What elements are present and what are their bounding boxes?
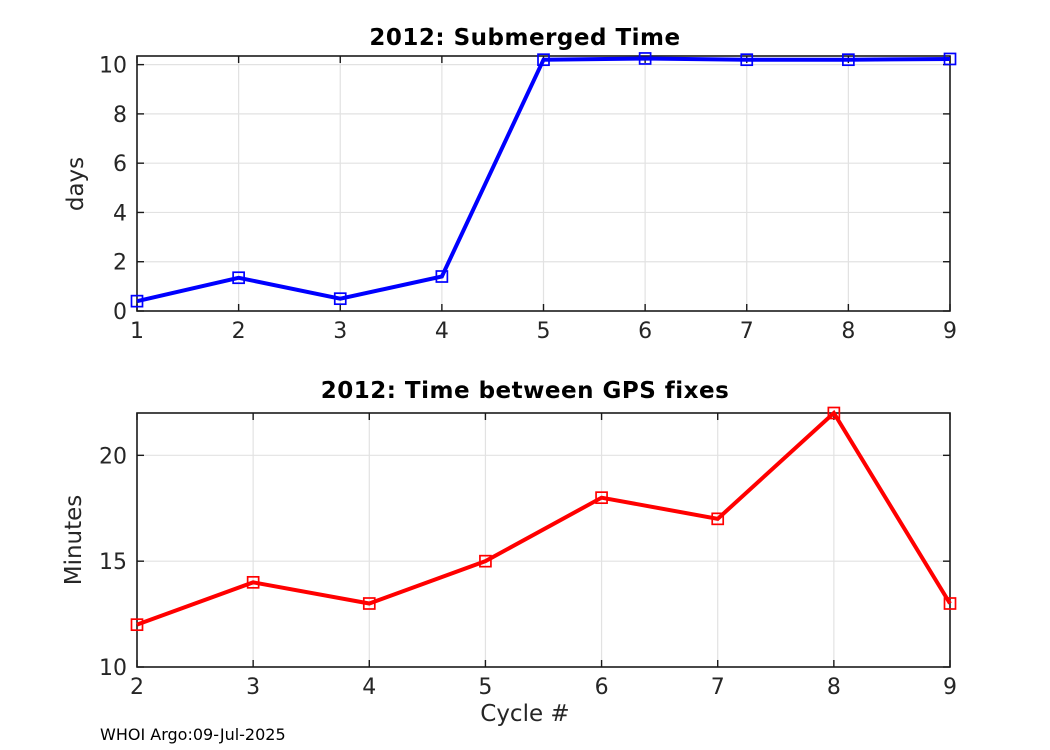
data-point-marker [362,597,376,610]
x-tick-label: 7 [740,319,754,344]
x-tick-label: 3 [333,319,347,344]
x-tick-label: 8 [827,675,841,700]
axes-box [136,412,951,668]
x-tick-label: 9 [943,319,957,344]
x-tick-label: 7 [711,675,725,700]
x-tick-label: 5 [537,319,551,344]
data-point-marker [943,597,957,610]
x-tick-label: 3 [246,675,260,700]
x-tick-label: 2 [130,675,144,700]
x-tick-label: 8 [841,319,855,344]
x-tick-label: 4 [435,319,449,344]
data-point-marker [333,292,347,306]
x-tick-label: 6 [638,319,652,344]
y-tick-label: 0 [113,300,127,325]
data-point-marker [479,554,492,568]
x-tick-label: 5 [478,675,492,700]
data-point-marker [246,575,260,589]
y-tick-label: 10 [99,54,127,79]
x-tick-label: 2 [232,319,246,344]
data-point-marker [943,52,957,66]
data-point-marker [232,271,245,285]
y-tick-label: 8 [113,103,127,128]
data-point-marker [537,53,550,67]
x-tick-label: 1 [130,319,144,344]
data-point-marker [435,270,449,283]
y-tick-label: 2 [113,251,127,276]
gps-fix-interval-line-series [136,409,952,627]
data-point-marker [740,53,754,67]
data-point-marker [827,406,841,420]
submerged-time-line-series [136,56,951,304]
x-tick-label: 4 [362,675,376,700]
top-chart-title: 2012: Submerged Time [369,25,681,51]
data-point-marker [842,53,855,67]
x-tick-label: 6 [595,675,609,700]
data-point-marker [130,294,144,308]
data-point-marker [595,491,608,505]
bottom-chart-title: 2012: Time between GPS fixes [320,378,730,404]
y-tick-label: 6 [113,152,127,177]
y-tick-label: 4 [113,201,127,226]
y-tick-label: 20 [99,444,127,469]
data-point-marker [638,52,652,65]
data-point-marker [711,512,725,526]
footer-text: WHOI Argo:09-Jul-2025 [100,725,286,744]
y-tick-label: 10 [99,656,127,681]
x-tick-label: 9 [943,675,957,700]
y-tick-label: 15 [99,550,127,575]
bottom-chart-xlabel: Cycle # [480,701,570,727]
data-point-marker [130,618,144,632]
